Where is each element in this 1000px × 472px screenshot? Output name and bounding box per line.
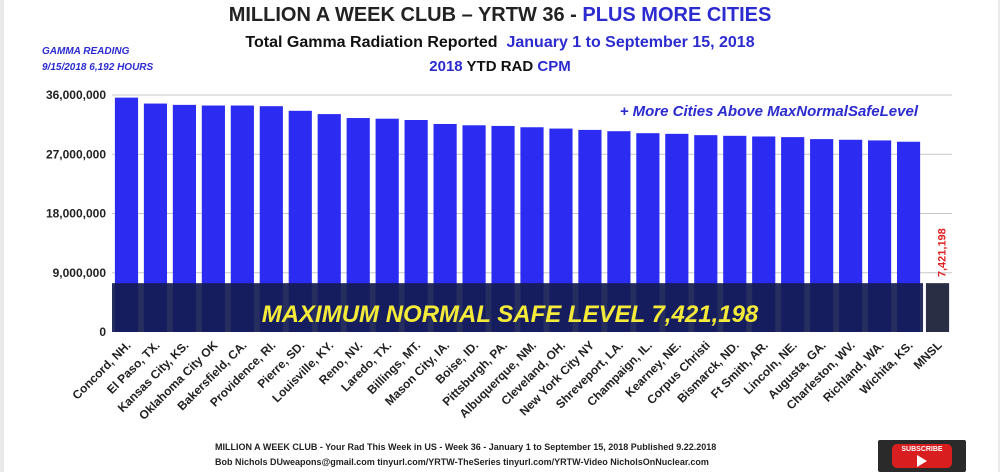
data-bar xyxy=(491,125,515,332)
x-tick-label: MNSL xyxy=(911,338,945,372)
chart-subtitle: Total Gamma Radiation Reported January 1… xyxy=(245,34,755,51)
subscribe-button[interactable]: SUBSCRIBE xyxy=(878,440,966,472)
play-icon xyxy=(917,455,927,467)
data-bar xyxy=(143,103,168,332)
y-tick-label: 0 xyxy=(99,325,106,339)
data-bar xyxy=(752,136,776,332)
data-bar xyxy=(375,118,399,332)
gamma-reading-value: 9/15/2018 6,192 HOURS xyxy=(42,62,154,73)
data-bar xyxy=(346,118,370,333)
subscribe-label: SUBSCRIBE xyxy=(901,446,943,453)
data-bar xyxy=(723,135,747,332)
data-bar xyxy=(114,97,139,332)
mnsl-value-label: 7,421,198 xyxy=(937,228,949,277)
subscribe-badge: SUBSCRIBE xyxy=(892,444,952,468)
y-tick-label: 18,000,000 xyxy=(46,207,106,221)
data-bar xyxy=(288,110,312,332)
chart-title: MILLION A WEEK CLUB – YRTW 36 - PLUS MOR… xyxy=(228,4,772,26)
data-bar xyxy=(462,125,486,333)
mnsl-bar xyxy=(925,283,950,332)
data-bar xyxy=(201,105,225,333)
y-tick-label: 9,000,000 xyxy=(53,266,107,280)
data-bar xyxy=(607,131,631,332)
data-bar xyxy=(665,133,689,332)
footer-line-2: Bob Nichols DUweapons@gmail.com tinyurl.… xyxy=(215,457,709,467)
data-bar xyxy=(317,114,341,332)
gamma-reading-label: GAMMA READING xyxy=(42,46,130,57)
y-tick-label: 36,000,000 xyxy=(46,88,106,102)
more-cities-annotation: + More Cities Above MaxNormalSafeLevel xyxy=(620,103,919,120)
max-level-label: MAXIMUM NORMAL SAFE LEVEL 7,421,198 xyxy=(262,301,759,328)
data-bar xyxy=(404,120,428,333)
data-bar xyxy=(578,129,602,332)
data-bar xyxy=(172,104,196,332)
chart-unit-line: 2018 YTD RAD CPM xyxy=(429,58,571,75)
data-bar xyxy=(433,123,457,332)
data-bar xyxy=(230,105,254,333)
footer-line-1: MILLION A WEEK CLUB - Your Rad This Week… xyxy=(215,442,717,452)
y-tick-label: 27,000,000 xyxy=(46,147,106,161)
data-bar xyxy=(636,133,660,332)
max-level-band xyxy=(112,283,924,332)
data-bar xyxy=(549,128,573,332)
data-bar xyxy=(694,135,718,332)
data-bar xyxy=(520,127,544,332)
data-bar xyxy=(259,106,283,332)
